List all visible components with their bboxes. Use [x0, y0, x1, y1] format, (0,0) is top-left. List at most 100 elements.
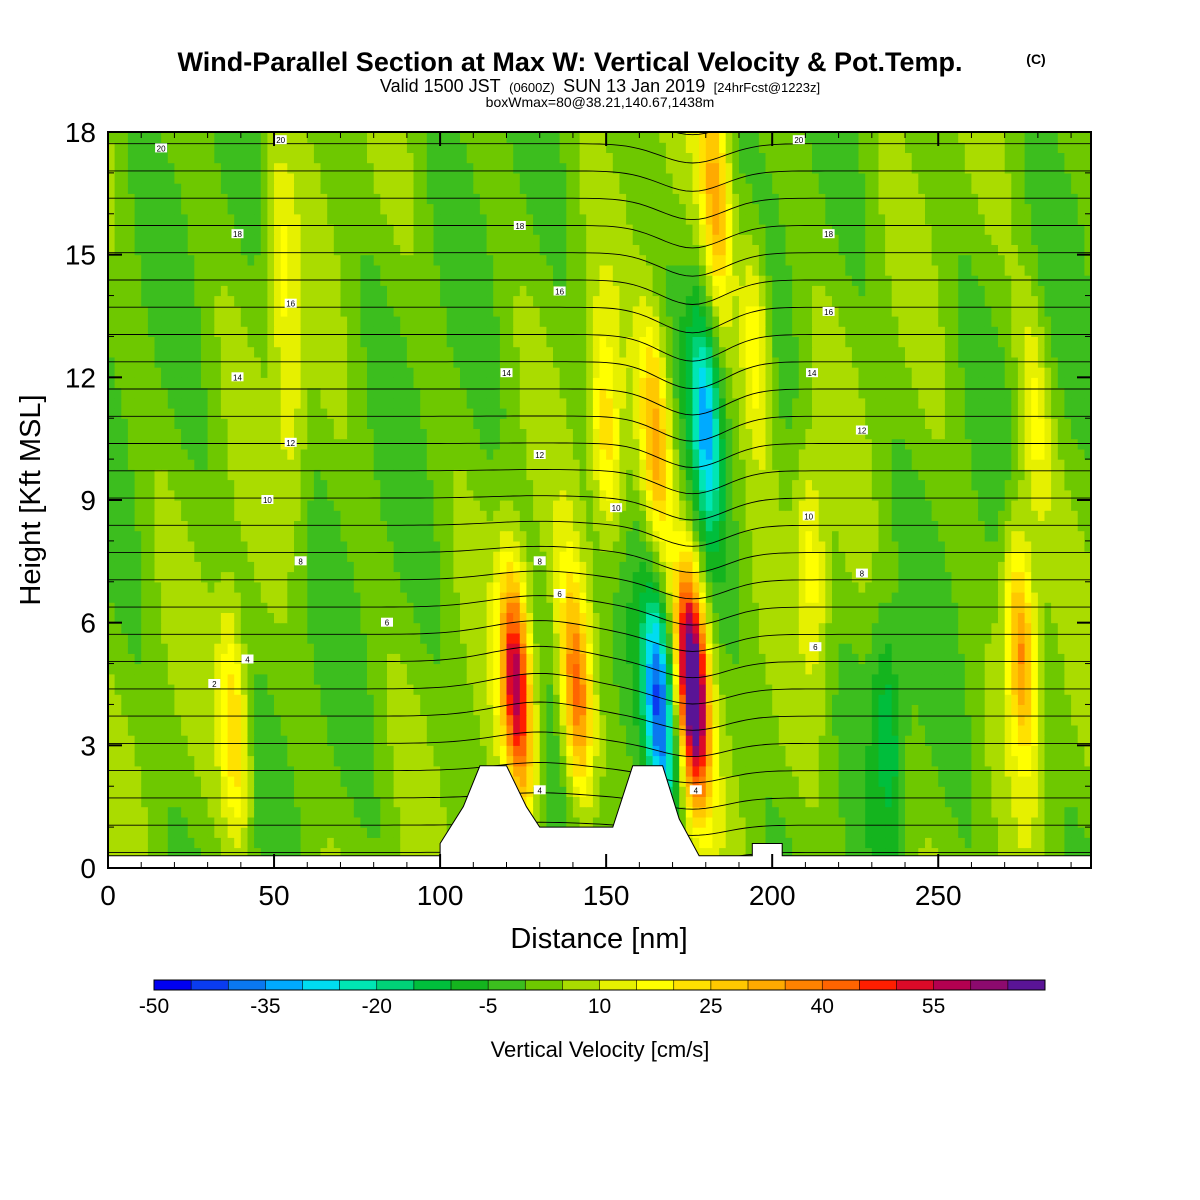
- velocity-cell: [891, 714, 899, 726]
- velocity-cell: [898, 530, 906, 542]
- velocity-cell: [1077, 632, 1085, 644]
- velocity-cell: [154, 837, 162, 849]
- velocity-cell: [951, 796, 959, 808]
- velocity-cell: [167, 847, 175, 859]
- velocity-cell: [958, 714, 966, 726]
- velocity-cell: [347, 581, 355, 593]
- velocity-cell: [878, 632, 886, 644]
- velocity-cell: [147, 551, 156, 562]
- velocity-cell: [260, 632, 268, 644]
- velocity-cell: [108, 837, 116, 849]
- velocity-cell: [347, 602, 355, 613]
- velocity-cell: [1077, 653, 1085, 665]
- velocity-cell: [154, 847, 162, 859]
- velocity-cell: [466, 714, 474, 726]
- velocity-cell: [579, 530, 587, 542]
- velocity-cell: [851, 755, 860, 767]
- velocity-cell: [659, 602, 667, 613]
- velocity-cell: [227, 847, 235, 859]
- velocity-cell: [526, 571, 534, 583]
- velocity-cell: [307, 561, 315, 573]
- velocity-cell: [891, 694, 899, 705]
- velocity-cell: [506, 735, 514, 746]
- velocity-cell: [1064, 530, 1072, 542]
- velocity-cell: [546, 786, 554, 797]
- velocity-cell: [805, 786, 813, 797]
- velocity-cell: [984, 796, 992, 808]
- velocity-cell: [944, 704, 953, 716]
- velocity-cell: [672, 520, 680, 532]
- velocity-cell: [858, 714, 866, 726]
- velocity-cell: [161, 847, 169, 859]
- velocity-cell: [1071, 581, 1079, 593]
- velocity-cell: [387, 745, 395, 757]
- velocity-cell: [579, 643, 587, 654]
- velocity-cell: [798, 592, 806, 603]
- velocity-cell: [878, 602, 886, 613]
- velocity-cell: [373, 816, 381, 828]
- velocity-cell: [526, 551, 534, 562]
- velocity-cell: [925, 592, 933, 603]
- velocity-cell: [685, 684, 693, 695]
- velocity-cell: [254, 520, 262, 532]
- velocity-cell: [984, 735, 992, 746]
- velocity-cell: [1011, 786, 1019, 797]
- velocity-cell: [592, 786, 601, 797]
- velocity-cell: [871, 806, 879, 818]
- velocity-cell: [174, 581, 182, 593]
- velocity-cell: [373, 724, 381, 736]
- velocity-cell: [911, 684, 919, 695]
- velocity-cell: [108, 622, 116, 634]
- velocity-cell: [592, 581, 601, 593]
- velocity-cell: [220, 847, 229, 859]
- velocity-cell: [353, 735, 361, 746]
- velocity-cell: [539, 724, 547, 736]
- velocity-cell: [672, 673, 680, 685]
- velocity-cell: [665, 673, 674, 685]
- velocity-cell: [1057, 704, 1065, 716]
- velocity-cell: [891, 632, 899, 644]
- velocity-cell: [506, 622, 514, 634]
- velocity-cell: [114, 847, 122, 859]
- velocity-cell: [572, 561, 581, 573]
- velocity-cell: [127, 776, 136, 787]
- velocity-cell: [626, 530, 634, 542]
- velocity-cell: [267, 653, 275, 665]
- velocity-cell: [1077, 806, 1085, 818]
- velocity-cell: [646, 540, 654, 552]
- velocity-cell: [739, 745, 747, 757]
- velocity-cell: [898, 735, 906, 746]
- velocity-cell: [865, 806, 873, 818]
- velocity-cell: [227, 561, 235, 573]
- velocity-cell: [1024, 684, 1032, 695]
- velocity-cell: [931, 837, 939, 849]
- velocity-cell: [572, 653, 581, 665]
- velocity-cell: [712, 581, 720, 593]
- velocity-cell: [1064, 540, 1072, 552]
- velocity-cell: [393, 530, 401, 542]
- velocity-cell: [586, 540, 594, 552]
- velocity-cell: [187, 806, 195, 818]
- velocity-cell: [187, 776, 195, 787]
- velocity-cell: [526, 735, 534, 746]
- velocity-cell: [1084, 837, 1091, 849]
- velocity-cell: [1037, 796, 1046, 808]
- velocity-cell: [313, 847, 322, 859]
- velocity-cell: [818, 786, 826, 797]
- velocity-cell: [719, 806, 727, 818]
- velocity-cell: [446, 592, 454, 603]
- velocity-cell: [201, 632, 209, 644]
- velocity-cell: [207, 653, 215, 665]
- velocity-cell: [380, 602, 388, 613]
- velocity-cell: [958, 694, 966, 705]
- velocity-cell: [758, 622, 767, 634]
- velocity-cell: [665, 612, 674, 624]
- velocity-cell: [772, 592, 780, 603]
- velocity-cell: [739, 571, 747, 583]
- velocity-cell: [898, 540, 906, 552]
- velocity-cell: [951, 561, 959, 573]
- velocity-cell: [905, 776, 913, 787]
- velocity-cell: [1004, 653, 1012, 665]
- velocity-cell: [732, 530, 740, 542]
- velocity-cell: [719, 643, 727, 654]
